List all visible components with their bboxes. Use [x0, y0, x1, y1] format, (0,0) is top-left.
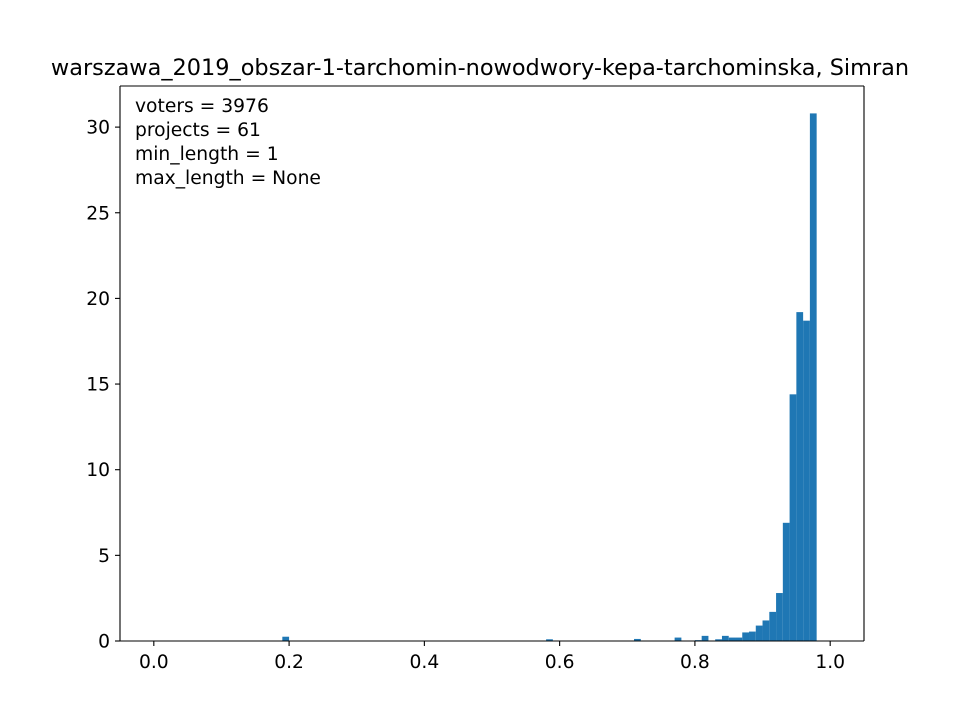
annotation-block: voters = 3976 projects = 61 min_length =… — [135, 96, 321, 189]
y-tick-label-5: 25 — [86, 203, 110, 224]
x-axis-ticks: 0.0 0.2 0.4 0.6 0.8 1.0 — [139, 641, 845, 673]
annotation-max-length: max_length = None — [135, 168, 321, 189]
histogram-bar-13 — [762, 620, 770, 641]
histogram-bar-9 — [735, 637, 743, 641]
y-tick-label-0: 0 — [98, 632, 110, 653]
annotation-voters: voters = 3976 — [135, 96, 269, 117]
x-tick-label-2: 0.4 — [409, 652, 439, 673]
x-tick-label-5: 1.0 — [815, 652, 845, 673]
histogram-bars — [282, 113, 817, 641]
histogram-bar-17 — [789, 394, 797, 641]
y-axis-ticks: 0 5 10 15 20 25 30 — [86, 118, 120, 653]
histogram-bar-12 — [755, 625, 763, 641]
chart-title: warszawa_2019_obszar-1-tarchomin-nowodwo… — [51, 55, 909, 81]
x-tick-label-4: 0.8 — [680, 652, 710, 673]
histogram-bar-20 — [809, 113, 817, 641]
x-tick-label-3: 0.6 — [545, 652, 575, 673]
x-tick-label-1: 0.2 — [274, 652, 304, 673]
histogram-bar-14 — [769, 611, 777, 641]
annotation-projects: projects = 61 — [135, 120, 261, 141]
histogram-bar-11 — [749, 631, 756, 641]
y-tick-label-2: 10 — [86, 460, 110, 481]
histogram-bar-3 — [674, 637, 682, 641]
histogram-bar-8 — [728, 637, 736, 641]
y-tick-label-1: 5 — [98, 546, 110, 567]
histogram-bar-7 — [721, 635, 729, 641]
histogram-bar-10 — [742, 632, 750, 641]
plot-area — [120, 86, 864, 641]
histogram-bar-1 — [546, 639, 553, 641]
y-tick-label-4: 20 — [86, 289, 110, 310]
histogram-bar-2 — [634, 638, 641, 641]
histogram-bar-5 — [701, 635, 709, 641]
histogram-bar-16 — [782, 522, 790, 641]
histogram-bar-0 — [282, 636, 290, 641]
x-tick-label-0: 0.0 — [139, 652, 169, 673]
annotation-min-length: min_length = 1 — [135, 144, 279, 165]
histogram-bar-18 — [796, 312, 804, 641]
histogram-bar-15 — [776, 593, 783, 641]
histogram-bar-19 — [803, 320, 810, 641]
histogram-bar-6 — [715, 639, 722, 641]
y-tick-label-6: 30 — [86, 118, 110, 139]
axes-frame — [119, 85, 865, 642]
y-tick-label-3: 15 — [86, 375, 110, 396]
